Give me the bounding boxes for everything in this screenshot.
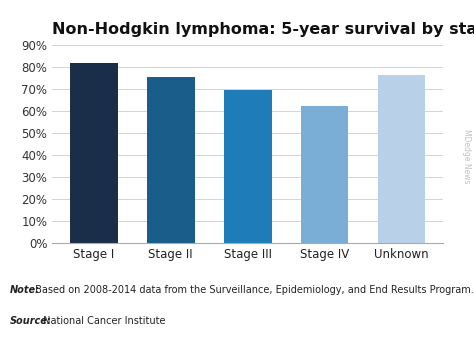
Text: Source:: Source: [9,316,51,327]
Text: Note:: Note: [9,285,39,295]
Bar [301,105,348,243]
Bar [70,63,118,243]
Bar [147,77,194,243]
Bar [224,90,272,243]
Text: Based on 2008-2014 data from the Surveillance, Epidemiology, and End Results Pro: Based on 2008-2014 data from the Surveil… [32,285,474,295]
Text: Non-Hodgkin lymphoma: 5-year survival by stage at diagnosis: Non-Hodgkin lymphoma: 5-year survival by… [52,22,474,37]
Text: National Cancer Institute: National Cancer Institute [40,316,166,327]
Text: MDedge News: MDedge News [463,129,471,184]
Bar [378,75,426,243]
